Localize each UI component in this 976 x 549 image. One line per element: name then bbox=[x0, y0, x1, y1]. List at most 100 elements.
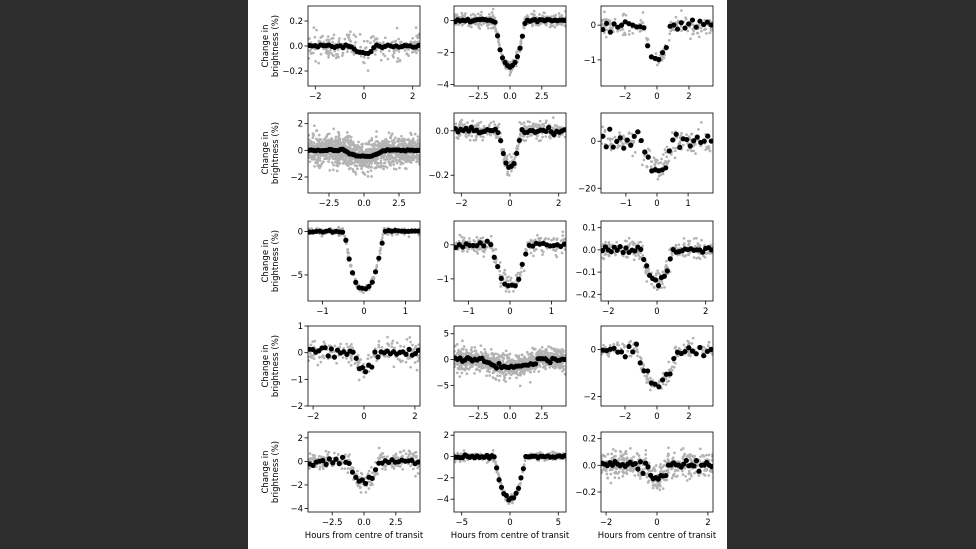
raw-data-point bbox=[515, 355, 519, 359]
binned-data-point bbox=[671, 22, 677, 28]
raw-data-point bbox=[380, 155, 384, 158]
raw-data-point bbox=[688, 239, 692, 243]
binned-data-point bbox=[632, 248, 638, 254]
raw-data-point bbox=[608, 19, 612, 23]
raw-data-point bbox=[709, 243, 713, 247]
raw-data-point bbox=[538, 119, 542, 123]
raw-data-point bbox=[486, 355, 490, 359]
raw-data-point bbox=[692, 237, 696, 240]
raw-data-point bbox=[478, 369, 482, 373]
raw-data-point bbox=[402, 345, 406, 349]
raw-data-point bbox=[388, 157, 392, 161]
raw-data-point bbox=[460, 235, 464, 239]
raw-data-point bbox=[381, 139, 384, 143]
binned-data-point bbox=[623, 245, 629, 251]
binned-data-point bbox=[511, 160, 517, 167]
raw-data-point bbox=[369, 356, 373, 359]
raw-data-point bbox=[684, 17, 688, 21]
raw-data-point bbox=[399, 157, 403, 161]
raw-data-point bbox=[527, 356, 531, 359]
raw-data-point bbox=[410, 139, 414, 143]
binned-data-point bbox=[372, 349, 378, 355]
raw-data-point bbox=[349, 135, 353, 139]
raw-data-point bbox=[388, 155, 391, 158]
raw-data-point bbox=[336, 130, 340, 134]
raw-data-point bbox=[467, 367, 471, 371]
raw-data-point bbox=[467, 24, 471, 28]
raw-data-point bbox=[327, 50, 331, 54]
raw-data-point bbox=[508, 376, 512, 380]
raw-data-point bbox=[563, 248, 566, 251]
raw-data-point bbox=[407, 235, 411, 239]
raw-data-point bbox=[664, 160, 667, 163]
raw-data-point bbox=[675, 146, 678, 150]
raw-data-point bbox=[379, 159, 383, 163]
raw-data-point bbox=[663, 148, 667, 151]
raw-data-point bbox=[386, 57, 390, 61]
raw-data-point bbox=[541, 122, 544, 126]
raw-data-point bbox=[618, 144, 622, 148]
raw-data-point bbox=[460, 118, 464, 122]
raw-data-point bbox=[555, 124, 559, 128]
raw-data-point bbox=[324, 48, 328, 51]
raw-data-point bbox=[418, 162, 420, 166]
raw-data-point bbox=[311, 136, 315, 140]
raw-data-point bbox=[498, 261, 502, 264]
raw-data-point bbox=[522, 121, 526, 125]
raw-data-point bbox=[333, 157, 337, 161]
raw-data-point bbox=[320, 355, 324, 359]
raw-data-point bbox=[322, 340, 326, 344]
raw-data-point bbox=[487, 367, 491, 371]
raw-data-point bbox=[502, 372, 505, 375]
binned-data-point bbox=[607, 126, 613, 132]
raw-data-point bbox=[549, 24, 553, 28]
raw-data-point bbox=[551, 24, 555, 27]
raw-data-point bbox=[671, 131, 674, 134]
raw-data-point bbox=[411, 155, 414, 158]
raw-data-point bbox=[608, 244, 612, 248]
raw-data-point bbox=[533, 347, 537, 351]
binned-data-point bbox=[359, 365, 366, 371]
raw-data-point bbox=[541, 14, 544, 18]
raw-data-point bbox=[659, 161, 663, 164]
raw-data-point bbox=[396, 56, 400, 60]
raw-data-point bbox=[412, 140, 416, 144]
raw-data-point bbox=[638, 30, 642, 33]
raw-data-point bbox=[708, 149, 712, 153]
y-tick-label: 0.0 bbox=[435, 127, 449, 137]
binned-data-point bbox=[376, 255, 382, 261]
raw-data-point bbox=[613, 17, 617, 21]
raw-data-point bbox=[501, 359, 505, 363]
raw-data-point bbox=[653, 158, 657, 162]
y-tick-label: −1 bbox=[290, 375, 303, 385]
raw-data-point bbox=[628, 29, 631, 33]
y-tick-label: 0.2 bbox=[289, 17, 303, 27]
raw-data-point bbox=[312, 357, 316, 360]
raw-data-point bbox=[604, 240, 607, 244]
raw-data-point bbox=[398, 40, 402, 44]
raw-data-point bbox=[363, 61, 366, 65]
x-tick-label: 0 bbox=[654, 307, 659, 317]
raw-data-point bbox=[552, 248, 556, 252]
raw-data-point bbox=[544, 135, 548, 138]
raw-data-point bbox=[353, 362, 357, 365]
raw-data-point bbox=[551, 116, 555, 119]
raw-data-point bbox=[508, 153, 512, 156]
binned-data-point bbox=[700, 249, 706, 255]
raw-data-point bbox=[341, 161, 345, 165]
raw-data-point bbox=[489, 234, 493, 238]
raw-data-point bbox=[309, 48, 312, 52]
raw-data-point bbox=[415, 34, 418, 38]
raw-data-point bbox=[474, 138, 478, 142]
raw-data-point bbox=[386, 158, 389, 161]
binned-data-point bbox=[331, 354, 338, 360]
raw-data-point bbox=[546, 352, 549, 356]
raw-data-point bbox=[390, 139, 394, 143]
raw-data-point bbox=[341, 54, 344, 57]
raw-data-point bbox=[308, 359, 310, 363]
raw-data-point bbox=[518, 360, 522, 363]
x-tick-label: −1 bbox=[316, 307, 329, 317]
raw-data-point bbox=[399, 160, 403, 164]
raw-data-point bbox=[383, 54, 387, 58]
